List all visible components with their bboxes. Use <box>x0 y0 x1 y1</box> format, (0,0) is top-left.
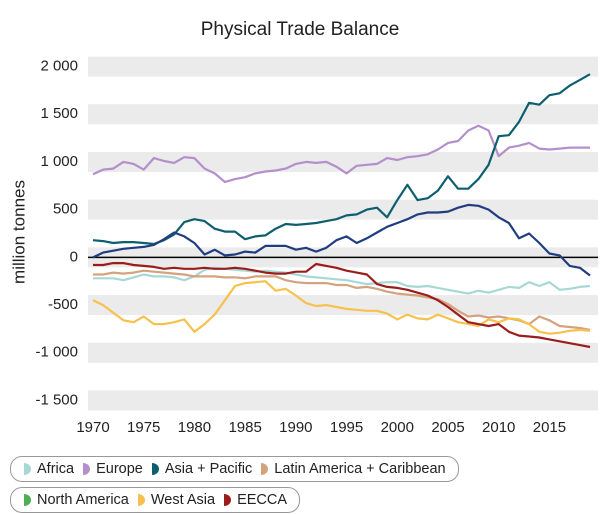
legend-item[interactable]: North America <box>23 492 129 508</box>
legend-swatch <box>151 463 159 475</box>
grid-band <box>88 295 598 316</box>
y-tick-label: 2 000 <box>40 58 78 75</box>
legend-label: Latin America + Caribbean <box>274 461 446 477</box>
y-tick-label: 1 500 <box>40 105 78 122</box>
legend-marker <box>24 463 31 475</box>
legend-marker <box>137 494 145 506</box>
x-tick-label: 2005 <box>431 419 464 436</box>
legend-label: West Asia <box>150 492 216 508</box>
legend-item[interactable]: Asia + Pacific <box>151 461 252 477</box>
legend-row: North America West Asia EECCA <box>10 487 301 513</box>
series-line <box>93 262 591 349</box>
x-tick-label: 2015 <box>533 419 566 436</box>
grid-band <box>88 56 598 77</box>
y-tick-label: 500 <box>53 201 78 218</box>
x-tick-label: 2010 <box>482 419 515 436</box>
legend-label: Africa <box>37 461 75 477</box>
series-line <box>93 266 591 295</box>
series-line <box>92 280 591 335</box>
legend-item[interactable]: EECCA <box>223 492 287 508</box>
legend-label: Asia + Pacific <box>164 461 253 477</box>
x-tick-label: 1975 <box>127 419 160 436</box>
legend-marker <box>224 494 232 506</box>
x-tick-label: 1995 <box>330 419 363 436</box>
chart-title: Physical Trade Balance <box>201 19 400 40</box>
legend-swatch <box>24 463 31 475</box>
x-tick-label: 1990 <box>279 419 312 436</box>
legend-marker <box>151 463 159 475</box>
y-axis-label: million tonnes <box>9 180 28 284</box>
series-line <box>92 203 591 277</box>
x-tick-label: 1980 <box>178 419 211 436</box>
legend-item[interactable]: Latin America + Caribbean <box>260 461 446 477</box>
y-tick-label: -1 500 <box>35 391 78 408</box>
legend-marker <box>83 463 91 475</box>
legend-marker <box>261 463 269 475</box>
legend-swatch <box>224 494 232 506</box>
legend-item[interactable]: West Asia <box>137 492 215 508</box>
x-tick-label: 2000 <box>381 419 414 436</box>
legend-label: North America <box>37 492 129 508</box>
legend-swatch <box>83 463 91 475</box>
legend-label: EECCA <box>237 492 288 508</box>
x-tick-label: 1970 <box>76 419 109 436</box>
legend-row: Africa Europe Asia + Pacific Latin America … <box>10 456 459 482</box>
y-tick-label: -1 000 <box>35 344 78 361</box>
legend-label: Europe <box>96 461 143 477</box>
legend-swatch <box>24 494 31 506</box>
y-tick-label: 1 000 <box>40 153 78 170</box>
legend-item[interactable]: Africa <box>23 461 74 477</box>
legend-swatch <box>137 494 145 506</box>
y-tick-label: 0 <box>70 248 78 265</box>
series-line <box>92 124 590 184</box>
grid-band <box>88 104 598 125</box>
grid-band <box>88 390 598 411</box>
grid-band <box>88 151 598 172</box>
chart: Physical Trade Balance million tonnes 2 … <box>9 19 598 436</box>
legend-item[interactable]: Europe <box>82 461 143 477</box>
x-tick-label: 1985 <box>228 419 261 436</box>
legend-swatch <box>261 463 269 475</box>
legend-marker <box>24 494 31 506</box>
y-tick-label: -500 <box>48 296 78 313</box>
grid-band <box>88 342 598 363</box>
